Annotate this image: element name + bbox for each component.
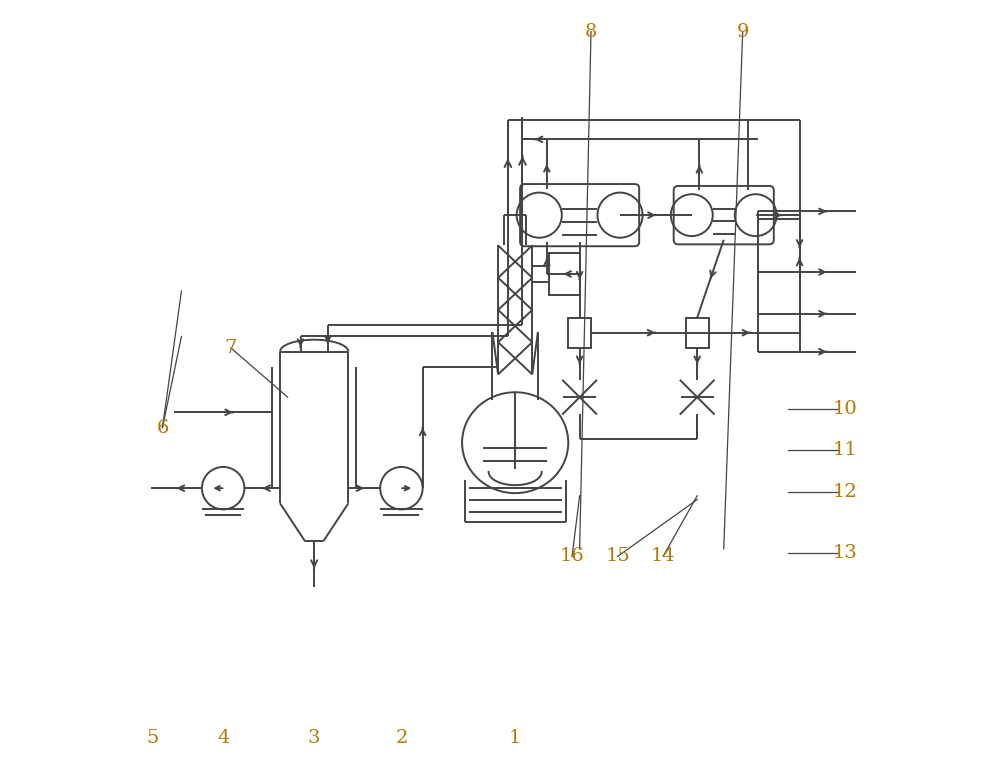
Bar: [686, 318, 709, 348]
Text: 9: 9: [736, 23, 749, 40]
Text: 16: 16: [560, 548, 584, 565]
Text: 15: 15: [605, 548, 630, 565]
Bar: [568, 318, 591, 348]
Text: 12: 12: [833, 483, 857, 501]
Text: 1: 1: [509, 730, 521, 747]
Bar: [549, 253, 580, 295]
Text: 14: 14: [651, 548, 675, 565]
Text: 10: 10: [833, 400, 857, 418]
Text: 8: 8: [585, 23, 597, 40]
Text: 3: 3: [308, 730, 320, 747]
Text: 7: 7: [225, 339, 237, 357]
Text: 4: 4: [217, 730, 229, 747]
Text: 11: 11: [833, 442, 857, 459]
Text: 13: 13: [833, 544, 858, 562]
Text: 5: 5: [146, 730, 159, 747]
Text: 2: 2: [395, 730, 408, 747]
Text: 6: 6: [156, 419, 169, 436]
